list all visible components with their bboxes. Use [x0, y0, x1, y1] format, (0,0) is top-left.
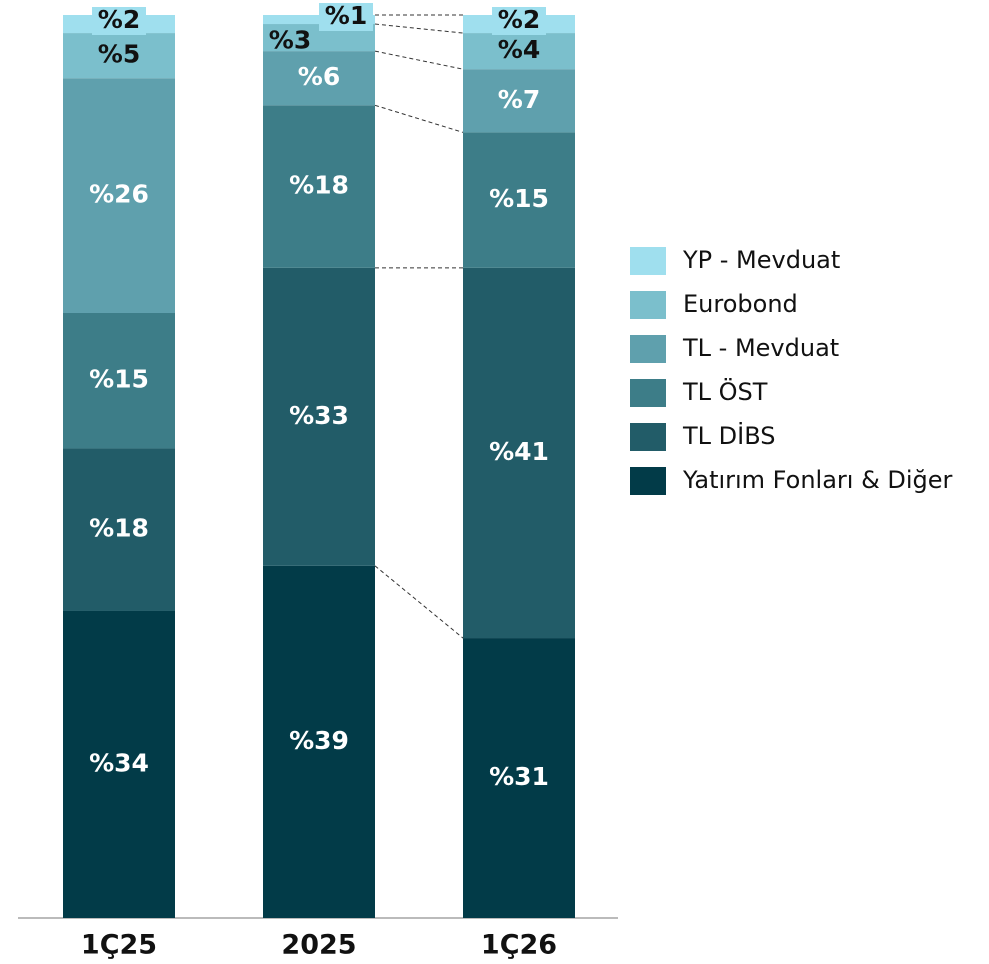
bar-segment [63, 312, 175, 449]
connector [374, 104, 464, 133]
data-label: %33 [289, 401, 349, 430]
label-box [319, 3, 373, 31]
data-label: %5 [98, 40, 140, 69]
legend-swatch [630, 379, 666, 407]
x-tick-label: 2025 [281, 930, 356, 961]
bar-segment [63, 78, 175, 313]
legend-label: Yatırım Fonları & Diğer [682, 466, 953, 494]
data-label: %39 [289, 726, 349, 755]
data-label: %31 [489, 762, 549, 791]
bar-segment [263, 565, 375, 918]
data-label: %41 [489, 437, 549, 466]
legend-swatch [630, 467, 666, 495]
data-label: %2 [498, 5, 540, 34]
bar-segment [463, 132, 575, 268]
connector [374, 23, 464, 34]
bar-segment [463, 33, 575, 70]
data-label: %6 [298, 62, 340, 91]
x-tick-label: 1Ç25 [81, 930, 157, 961]
legend-swatch [630, 335, 666, 363]
data-label: %3 [269, 26, 311, 55]
data-label: %1 [325, 1, 367, 30]
data-label: %4 [498, 35, 540, 64]
bar-segment [463, 267, 575, 639]
data-label: %18 [289, 171, 349, 200]
data-label: %2 [98, 5, 140, 34]
data-label: %7 [498, 85, 540, 114]
x-tick-label: 1Ç26 [481, 930, 557, 961]
legend-label: Eurobond [683, 290, 798, 318]
data-label: %15 [489, 184, 549, 213]
legend-swatch [630, 291, 666, 319]
data-label: %15 [89, 365, 149, 394]
legend-label: TL - Mevduat [682, 334, 839, 362]
bar-segment [463, 69, 575, 133]
legend-label: TL DİBS [682, 421, 776, 450]
bar-segment [63, 33, 175, 79]
bar-segment [463, 638, 575, 918]
legend-swatch [630, 423, 666, 451]
data-label: %26 [89, 180, 149, 209]
label-box [92, 7, 146, 35]
connector [374, 565, 464, 639]
legend-label: TL ÖST [682, 377, 768, 406]
bar-segment [63, 610, 175, 918]
bar-segment [63, 448, 175, 611]
legend-swatch [630, 247, 666, 275]
legend-label: YP - Mevduat [682, 246, 840, 274]
bar-segment [263, 51, 375, 106]
connector [374, 50, 464, 70]
bar-segment [263, 105, 375, 268]
bar-segment [263, 267, 375, 566]
data-label: %18 [89, 514, 149, 543]
data-label: %34 [89, 748, 149, 777]
label-box [492, 7, 546, 35]
